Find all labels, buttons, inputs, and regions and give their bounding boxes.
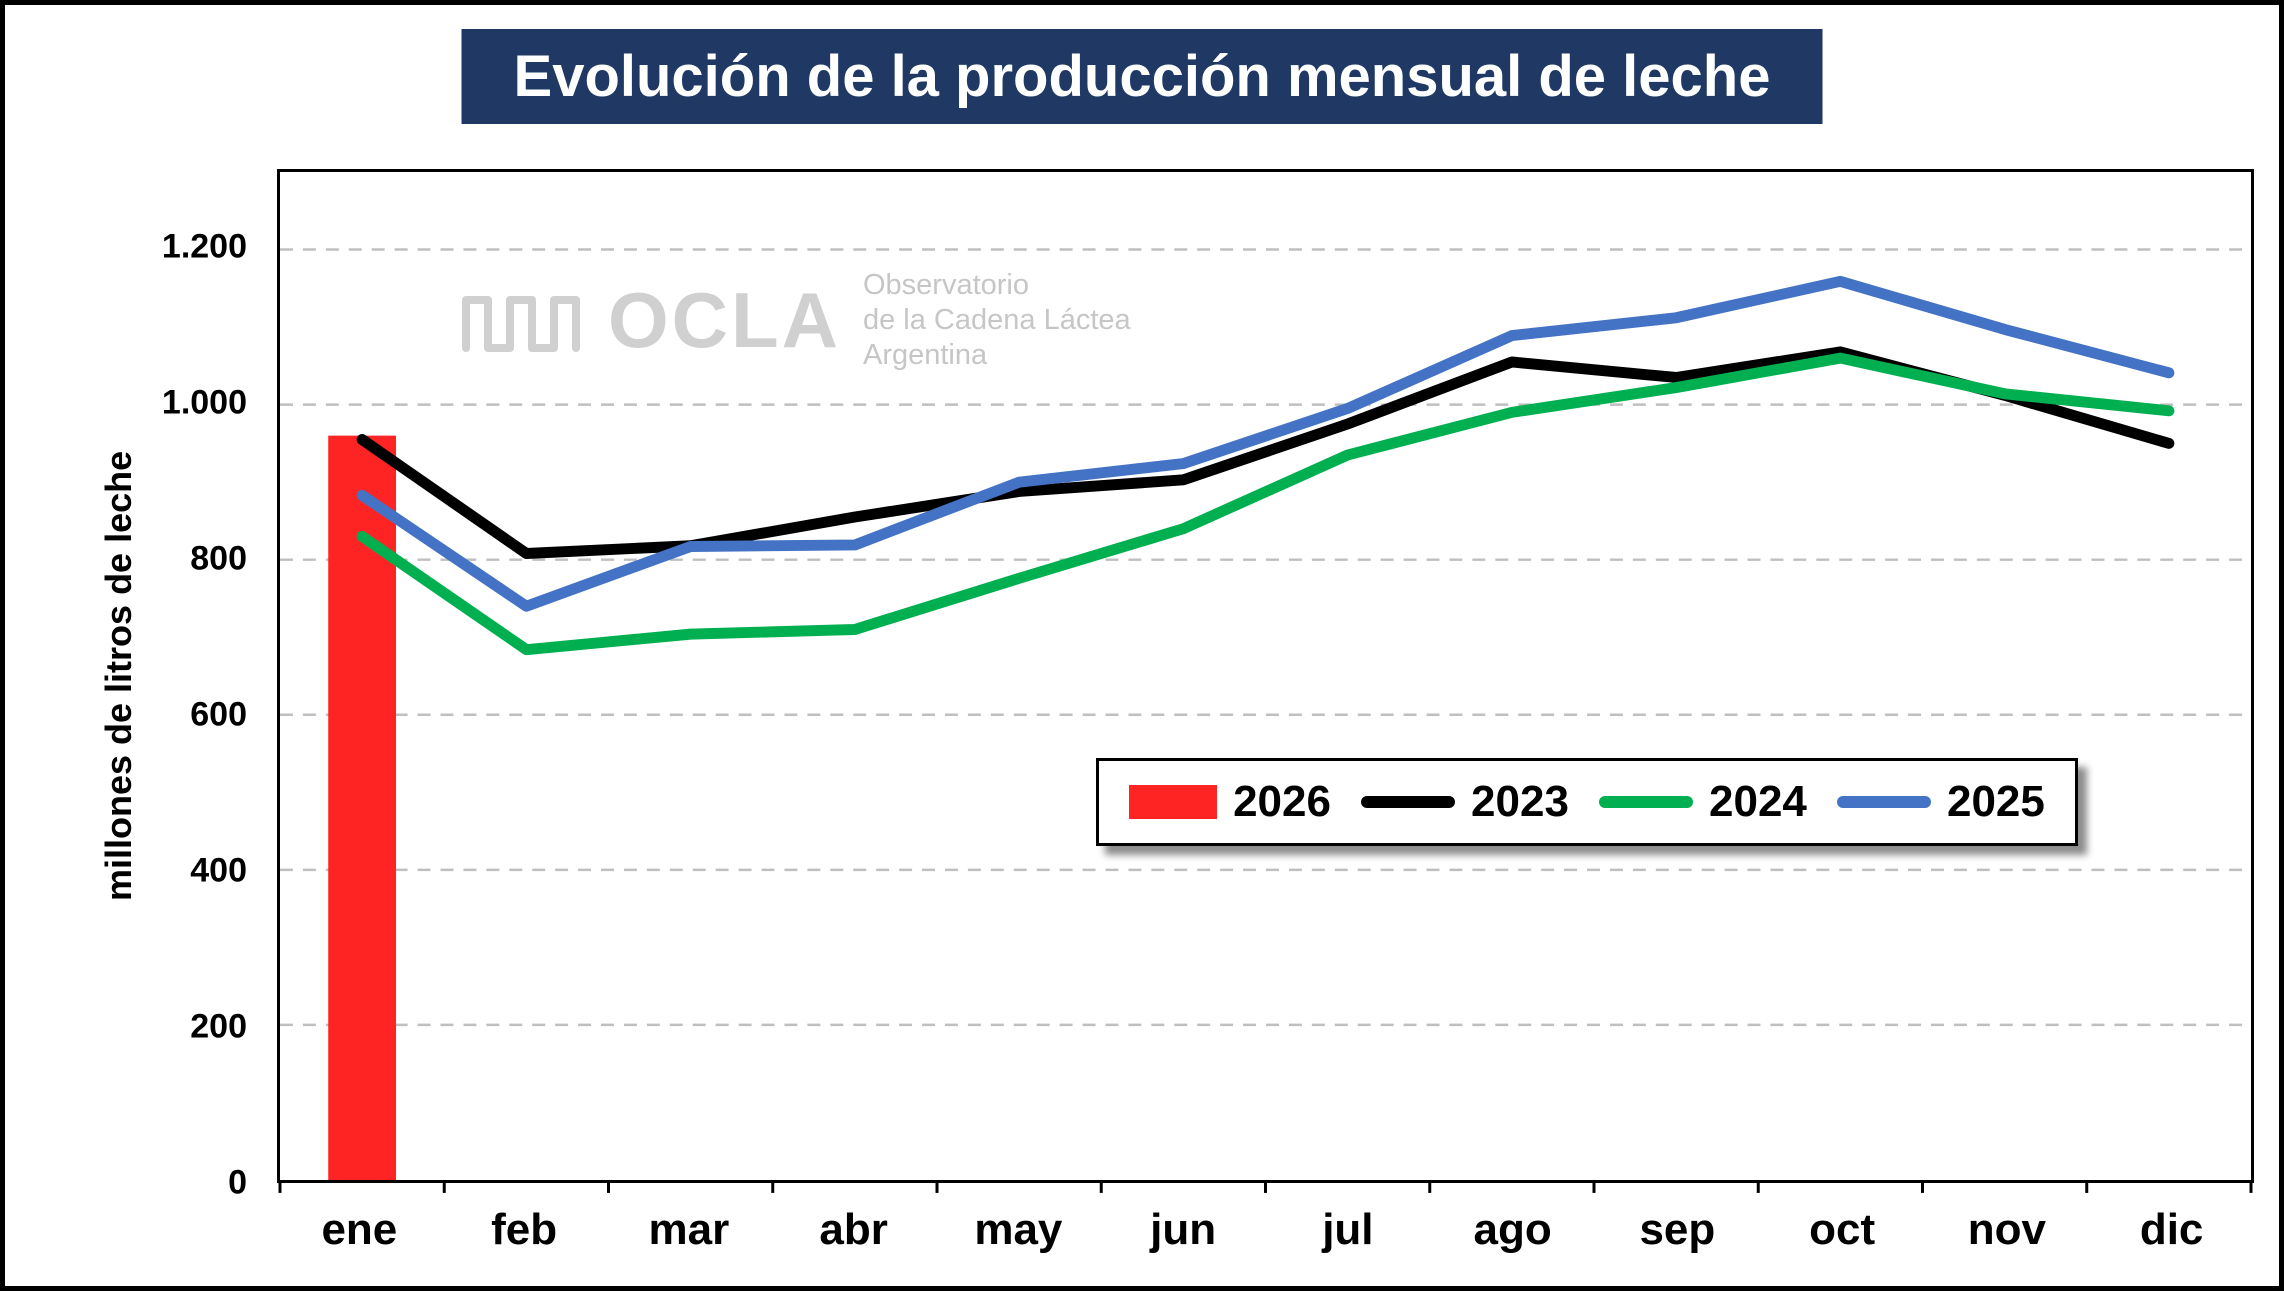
y-tick-label-400: 400 [190, 851, 247, 890]
x-tick-label-jun: jun [1150, 1205, 1217, 1254]
y-tick-label-1.200: 1.200 [161, 227, 247, 266]
legend-swatch-2024 [1599, 796, 1694, 808]
chart-legend: 2026 2023 2024 2025 [1096, 758, 2078, 846]
legend-item-2023: 2023 [1361, 777, 1569, 827]
series-line-2024 [356, 352, 2175, 656]
legend-swatch-2025 [1836, 796, 1931, 808]
x-tick-label-ago: ago [1473, 1205, 1552, 1254]
plot-area: OCLA Observatorio de la Cadena Láctea Ar… [277, 169, 2254, 1193]
chart-title: Evolución de la producción mensual de le… [513, 44, 1771, 109]
x-tick-label-sep: sep [1639, 1205, 1716, 1254]
y-tick-label-600: 600 [190, 695, 247, 734]
legend-item-2025: 2025 [1836, 777, 2045, 827]
legend-label-2023: 2023 [1471, 777, 1569, 826]
x-tick-label-nov: nov [1967, 1205, 2046, 1254]
legend-label-2026: 2026 [1233, 777, 1331, 826]
x-tick-label-oct: oct [1809, 1205, 1876, 1254]
bar-2026 [328, 435, 397, 1181]
legend-item-2024: 2024 [1599, 777, 1807, 827]
legend-item-2026: 2026 [1129, 777, 1331, 827]
series-line-2025 [356, 275, 2175, 612]
legend-swatch-2026 [1129, 785, 1218, 819]
chart-plot [278, 248, 2253, 1193]
x-tick-label-jul: jul [1322, 1205, 1374, 1254]
title-banner: Evolución de la producción mensual de le… [461, 29, 1823, 124]
legend-label-2025: 2025 [1946, 777, 2045, 826]
x-tick-label-mar: mar [648, 1205, 730, 1254]
y-tick-label-0: 0 [228, 1163, 247, 1202]
x-tick-label-ene: ene [321, 1205, 398, 1254]
y-axis-tick-labels: 0 200 400 600 800 1.000 1.200 [5, 169, 263, 1202]
x-tick-label-may: may [974, 1205, 1063, 1254]
x-tick-label-dic: dic [2139, 1205, 2204, 1254]
x-axis-tick-labels: ene feb mar abr may jun jul ago sep oct nov dic [277, 1205, 2254, 1255]
x-tick-label-abr: abr [819, 1205, 888, 1254]
series-line-2023 [356, 346, 2175, 559]
x-tick-label-feb: feb [491, 1205, 558, 1254]
y-tick-label-800: 800 [190, 539, 247, 578]
legend-swatch-2023 [1361, 796, 1456, 808]
legend-label-2024: 2024 [1709, 777, 1807, 826]
y-tick-label-200: 200 [190, 1007, 247, 1046]
y-tick-label-1.000: 1.000 [161, 383, 247, 422]
